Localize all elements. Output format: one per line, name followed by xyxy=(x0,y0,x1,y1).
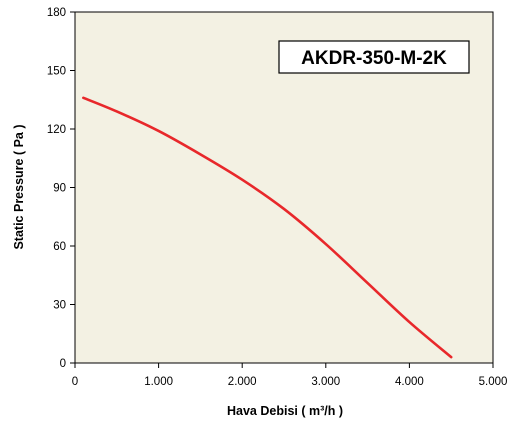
x-tick-label: 1.000 xyxy=(144,376,173,388)
x-tick-label: 5.000 xyxy=(479,376,508,388)
y-axis-title: Static Pressure ( Pa ) xyxy=(12,124,26,249)
x-axis-ticks: 0 1.000 2.000 3.000 4.000 5.000 xyxy=(72,363,508,388)
x-tick-label: 2.000 xyxy=(228,376,257,388)
y-tick-label: 60 xyxy=(53,241,66,253)
x-tick-label: 3.000 xyxy=(311,376,340,388)
model-badge-box xyxy=(278,40,470,74)
y-axis-ticks: 0 30 60 90 120 150 180 xyxy=(47,7,75,370)
x-tick-label: 4.000 xyxy=(395,376,424,388)
chart-title: AKDR-350-M-2K xyxy=(301,48,447,69)
y-tick-label: 150 xyxy=(47,66,66,78)
y-tick-label: 120 xyxy=(47,124,66,136)
x-tick-label: 0 xyxy=(72,376,78,388)
x-axis-title: Hava Debisi ( m³/h ) xyxy=(227,404,343,418)
series-layer xyxy=(82,96,453,359)
y-tick-label: 0 xyxy=(60,358,66,370)
y-tick-label: 180 xyxy=(47,7,66,19)
y-tick-label: 30 xyxy=(53,300,66,312)
series-line xyxy=(82,96,453,359)
y-tick-label: 90 xyxy=(53,183,66,195)
